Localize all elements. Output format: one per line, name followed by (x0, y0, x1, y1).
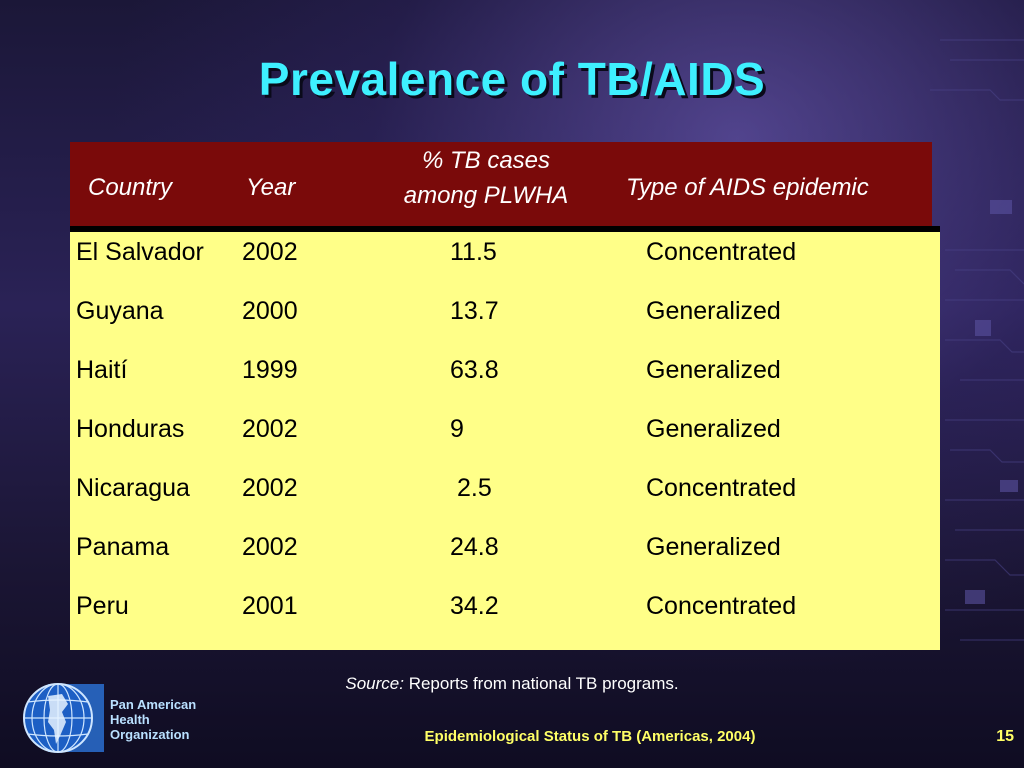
cell-pct: 9 (450, 415, 464, 443)
logo-line2: Health (110, 712, 150, 727)
table-header: Country Year % TB cases among PLWHA Type… (70, 142, 932, 226)
source-text: Reports from national TB programs. (408, 674, 679, 693)
paho-globe-logo (23, 683, 104, 753)
cell-country: Peru (76, 592, 129, 620)
cell-type: Concentrated (646, 592, 797, 620)
logo-line1: Pan American (110, 697, 197, 712)
cell-country: El Salvador (76, 238, 204, 266)
slide-title: Prevalence of TB/AIDS (258, 53, 766, 105)
cell-pct: 2.5 (457, 474, 492, 502)
cell-pct: 11.5 (450, 238, 497, 266)
table-row: Nicaragua 2002 2.5 Concentrated (70, 468, 940, 527)
page-number: 15 (996, 728, 1014, 745)
cell-country: Guyana (76, 297, 164, 325)
tb-aids-table: Country Year % TB cases among PLWHA Type… (70, 142, 942, 650)
logo-line3: Organization (110, 727, 190, 742)
cell-country: Panama (76, 533, 170, 561)
cell-country: Haití (76, 356, 128, 384)
header-type: Type of AIDS epidemic (626, 174, 869, 201)
table-row: Haití 1999 63.8 Generalized (70, 350, 940, 409)
paho-logo-text: Pan American Health Organization (110, 697, 196, 742)
cell-year: 2002 (242, 533, 298, 561)
cell-year: 1999 (242, 356, 298, 384)
cell-type: Generalized (646, 297, 781, 325)
cell-pct: 24.8 (450, 533, 499, 561)
cell-type: Concentrated (646, 238, 797, 266)
table-row: Peru 2001 34.2 Concentrated (70, 586, 940, 645)
cell-pct: 34.2 (450, 592, 499, 620)
cell-year: 2002 (242, 238, 298, 266)
source-label: Source: (345, 674, 404, 693)
cell-year: 2002 (242, 474, 298, 502)
cell-year: 2000 (242, 297, 298, 325)
table-row: Panama 2002 24.8 Generalized (70, 527, 940, 586)
table-body: El Salvador 2002 11.5 Concentrated Guyan… (70, 232, 940, 650)
table-row: Honduras 2002 9 Generalized (70, 409, 940, 468)
cell-country: Nicaragua (76, 474, 190, 502)
source-note: Source: Reports from national TB program… (0, 674, 1024, 694)
header-pct-line1: % TB cases (421, 147, 551, 174)
cell-type: Generalized (646, 533, 781, 561)
header-country: Country (88, 174, 173, 201)
cell-pct: 63.8 (450, 356, 499, 384)
header-year: Year (246, 174, 296, 201)
table-row: El Salvador 2002 11.5 Concentrated (70, 232, 940, 291)
header-divider (70, 226, 940, 232)
cell-year: 2001 (242, 592, 298, 620)
cell-type: Generalized (646, 415, 781, 443)
cell-type: Generalized (646, 356, 781, 384)
header-pct-line2: among PLWHA (403, 182, 569, 209)
cell-type: Concentrated (646, 474, 797, 502)
cell-pct: 13.7 (450, 297, 499, 325)
cell-year: 2002 (242, 415, 298, 443)
footer-caption: Epidemiological Status of TB (Americas, … (424, 728, 756, 745)
cell-country: Honduras (76, 415, 185, 443)
table-row: Guyana 2000 13.7 Generalized (70, 291, 940, 350)
